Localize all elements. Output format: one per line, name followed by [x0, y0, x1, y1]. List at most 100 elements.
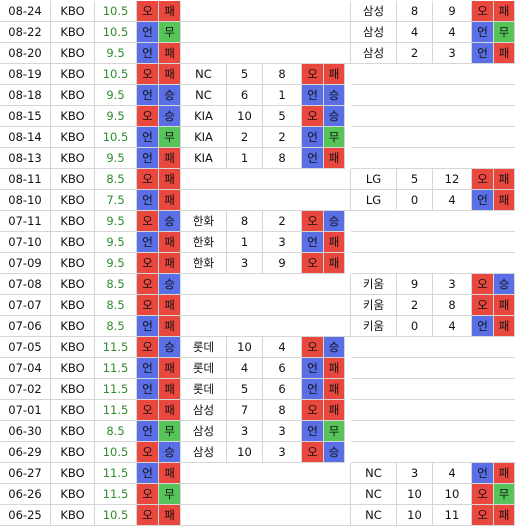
empty-block	[181, 1, 351, 22]
over-under: 언	[302, 421, 324, 442]
result: 패	[324, 148, 345, 169]
opponent-score: 9	[433, 1, 472, 22]
result: 패	[494, 463, 515, 484]
league: KBO	[51, 22, 95, 43]
result: 패	[324, 232, 345, 253]
line: 9.5	[95, 85, 137, 106]
opponent: 삼성	[181, 400, 227, 421]
result: 패	[159, 358, 181, 379]
over-under: 오	[137, 1, 159, 22]
league: KBO	[51, 358, 95, 379]
result: 패	[159, 169, 181, 190]
opponent-score: 8	[263, 148, 302, 169]
league: KBO	[51, 106, 95, 127]
date: 08-15	[0, 106, 51, 127]
score: 2	[397, 295, 433, 316]
over-under: 언	[472, 190, 494, 211]
line: 11.5	[95, 484, 137, 505]
over-under: 오	[137, 253, 159, 274]
league: KBO	[51, 1, 95, 22]
result: 패	[494, 295, 515, 316]
empty-block	[181, 43, 351, 64]
result: 패	[324, 253, 345, 274]
opponent-score: 3	[433, 43, 472, 64]
line: 8.5	[95, 274, 137, 295]
opponent: 한화	[181, 253, 227, 274]
opponent: 삼성	[351, 1, 397, 22]
result: 승	[324, 337, 345, 358]
result: 패	[494, 169, 515, 190]
over-under: 언	[302, 379, 324, 400]
over-under: 오	[302, 337, 324, 358]
line: 9.5	[95, 148, 137, 169]
over-under: 오	[302, 64, 324, 85]
empty-block	[351, 379, 515, 400]
opponent: NC	[351, 484, 397, 505]
score: 5	[227, 379, 263, 400]
score: 1	[227, 232, 263, 253]
score: 10	[227, 442, 263, 463]
league: KBO	[51, 400, 95, 421]
empty-block	[351, 106, 515, 127]
league: KBO	[51, 421, 95, 442]
league: KBO	[51, 148, 95, 169]
date: 06-25	[0, 505, 51, 526]
result: 패	[494, 43, 515, 64]
result: 패	[324, 400, 345, 421]
opponent-score: 3	[263, 442, 302, 463]
score: 10	[227, 337, 263, 358]
over-under: 오	[472, 484, 494, 505]
score: 7	[227, 400, 263, 421]
date: 08-20	[0, 43, 51, 64]
result: 승	[159, 106, 181, 127]
opponent: 삼성	[181, 421, 227, 442]
opponent: 키움	[351, 274, 397, 295]
result: 패	[494, 190, 515, 211]
opponent-score: 8	[263, 400, 302, 421]
result: 승	[159, 211, 181, 232]
league: KBO	[51, 505, 95, 526]
score: 0	[397, 190, 433, 211]
over-under: 오	[137, 64, 159, 85]
league: KBO	[51, 169, 95, 190]
over-under: 언	[302, 148, 324, 169]
score: 6	[227, 85, 263, 106]
over-under: 언	[137, 358, 159, 379]
opponent-score: 4	[433, 316, 472, 337]
line: 11.5	[95, 358, 137, 379]
result: 승	[324, 106, 345, 127]
league: KBO	[51, 232, 95, 253]
opponent: 키움	[351, 316, 397, 337]
result: 패	[324, 358, 345, 379]
result: 무	[324, 127, 345, 148]
date: 08-10	[0, 190, 51, 211]
over-under: 언	[302, 232, 324, 253]
over-under: 언	[137, 127, 159, 148]
opponent: 키움	[351, 295, 397, 316]
opponent: NC	[181, 64, 227, 85]
empty-block	[181, 274, 351, 295]
line: 8.5	[95, 316, 137, 337]
over-under: 오	[137, 337, 159, 358]
result: 패	[159, 64, 181, 85]
result: 무	[494, 484, 515, 505]
over-under: 언	[137, 190, 159, 211]
result: 승	[324, 211, 345, 232]
league: KBO	[51, 316, 95, 337]
date: 08-18	[0, 85, 51, 106]
result: 패	[159, 316, 181, 337]
over-under: 언	[137, 85, 159, 106]
score: 4	[227, 358, 263, 379]
date: 06-27	[0, 463, 51, 484]
over-under: 오	[472, 505, 494, 526]
date: 07-10	[0, 232, 51, 253]
opponent: 삼성	[181, 442, 227, 463]
date: 08-22	[0, 22, 51, 43]
over-under: 언	[137, 421, 159, 442]
score: 2	[397, 43, 433, 64]
line: 8.5	[95, 421, 137, 442]
result: 패	[159, 505, 181, 526]
opponent-score: 2	[263, 211, 302, 232]
result: 패	[494, 316, 515, 337]
